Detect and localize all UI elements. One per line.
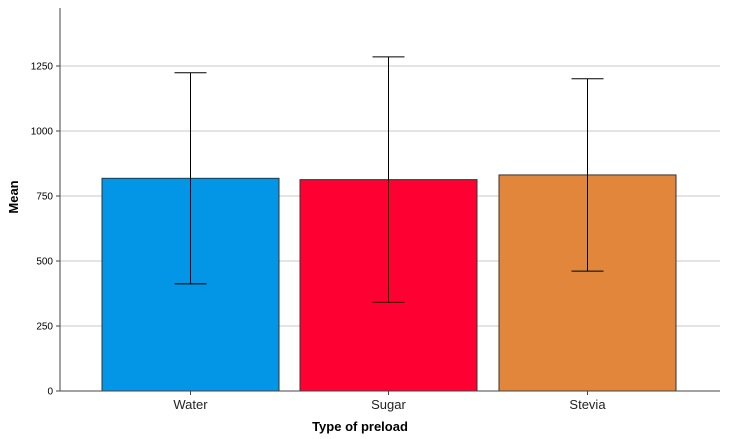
x-tick-label-water: Water xyxy=(173,397,208,412)
y-tick-label-250: 250 xyxy=(36,322,53,333)
y-tick-label-500: 500 xyxy=(36,257,53,268)
x-tick-label-stevia: Stevia xyxy=(569,397,606,412)
y-axis-title: Mean xyxy=(6,180,21,213)
x-tick-label-sugar: Sugar xyxy=(371,397,406,412)
y-tick-label-750: 750 xyxy=(36,192,53,203)
y-tick-labels: 0 250 500 750 1000 1250 xyxy=(31,62,54,398)
y-tick-label-1000: 1000 xyxy=(31,127,54,138)
y-tick-label-1250: 1250 xyxy=(31,62,54,73)
x-tick-labels: Water Sugar Stevia xyxy=(173,397,606,412)
error-bars xyxy=(174,56,604,303)
axes xyxy=(56,8,720,395)
x-axis-title: Type of preload xyxy=(312,419,408,434)
y-tick-label-0: 0 xyxy=(47,387,53,398)
